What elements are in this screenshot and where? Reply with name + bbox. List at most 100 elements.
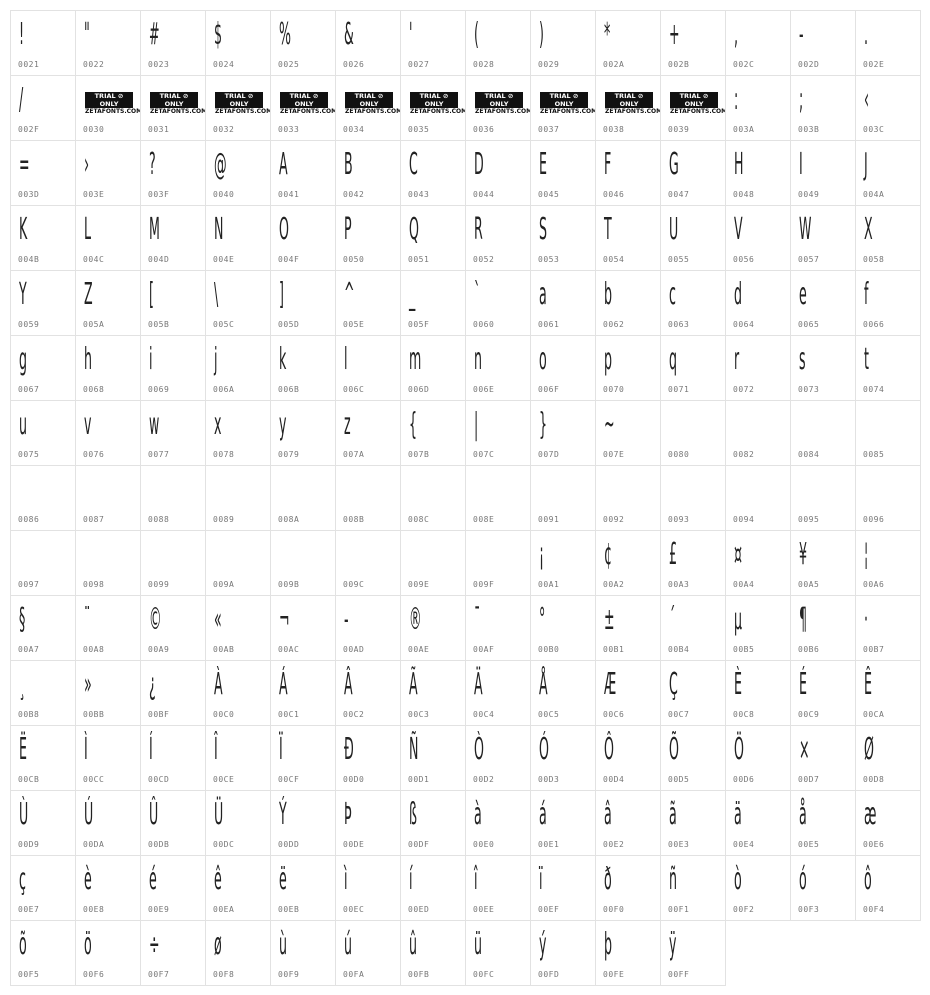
glyph-cell[interactable]: W 0057	[790, 205, 856, 271]
glyph-cell[interactable]: l 006C	[335, 335, 401, 401]
glyph-cell[interactable]: æ 00E6	[855, 790, 921, 856]
glyph-cell[interactable]: ÿ 00FF	[660, 920, 726, 986]
glyph-cell[interactable]: 0080	[660, 400, 726, 466]
glyph-cell[interactable]: Ë 00CB	[10, 725, 76, 791]
glyph-cell[interactable]: G 0047	[660, 140, 726, 206]
glyph-cell[interactable]: o 006F	[530, 335, 596, 401]
glyph-cell[interactable]: TRIAL ⊘ ONLY ZETAFONTS.COM 0039	[660, 75, 727, 141]
glyph-cell[interactable]: 0097	[10, 530, 76, 596]
glyph-cell[interactable]: TRIAL ⊘ ONLY ZETAFONTS.COM 0038	[595, 75, 662, 141]
glyph-cell[interactable]: 009B	[270, 530, 336, 596]
glyph-cell[interactable]: î 00EE	[465, 855, 531, 921]
glyph-cell[interactable]: n 006E	[465, 335, 531, 401]
glyph-cell[interactable]: × 00D7	[790, 725, 856, 791]
glyph-cell[interactable]: ¡ 00A1	[530, 530, 596, 596]
glyph-cell[interactable]: Î 00CE	[205, 725, 271, 791]
glyph-cell[interactable]: Ý 00DD	[270, 790, 336, 856]
glyph-cell[interactable]: 009F	[465, 530, 531, 596]
glyph-cell[interactable]: 0084	[790, 400, 856, 466]
glyph-cell[interactable]: í 00ED	[400, 855, 466, 921]
glyph-cell[interactable]: ö 00F6	[75, 920, 141, 986]
glyph-cell[interactable]: ±00B1	[595, 595, 661, 661]
glyph-cell[interactable]: á 00E1	[530, 790, 596, 856]
glyph-cell[interactable]: À 00C0	[205, 660, 271, 726]
glyph-cell[interactable]: TRIAL ⊘ ONLY ZETAFONTS.COM 0035	[400, 75, 467, 141]
glyph-cell[interactable]: z 007A	[335, 400, 401, 466]
glyph-cell[interactable]: * 002A	[595, 10, 661, 76]
glyph-cell[interactable]: â 00E2	[595, 790, 661, 856]
glyph-cell[interactable]: TRIAL ⊘ ONLY ZETAFONTS.COM 0033	[270, 75, 337, 141]
glyph-cell[interactable]: Ì 00CC	[75, 725, 141, 791]
glyph-cell[interactable]: Ã 00C3	[400, 660, 466, 726]
glyph-cell[interactable]: ß 00DF	[400, 790, 466, 856]
glyph-cell[interactable]: 008E	[465, 465, 531, 531]
glyph-cell[interactable]: g 0067	[10, 335, 76, 401]
glyph-cell[interactable]: ú 00FA	[335, 920, 401, 986]
glyph-cell[interactable]: Õ 00D5	[660, 725, 726, 791]
glyph-cell[interactable]: ¨ 00A8	[75, 595, 141, 661]
glyph-cell[interactable]: J 004A	[855, 140, 921, 206]
glyph-cell[interactable]: 0089	[205, 465, 271, 531]
glyph-cell[interactable]: TRIAL ⊘ ONLY ZETAFONTS.COM 0032	[205, 75, 272, 141]
glyph-cell[interactable]: ¦ 00A6	[855, 530, 921, 596]
glyph-cell[interactable]: A 0041	[270, 140, 336, 206]
glyph-cell[interactable]: Ù 00D9	[10, 790, 76, 856]
glyph-cell[interactable]: t 0074	[855, 335, 921, 401]
glyph-cell[interactable]: Z 005A	[75, 270, 141, 336]
glyph-cell[interactable]: 0086	[10, 465, 76, 531]
glyph-cell[interactable]: · 00B7	[855, 595, 921, 661]
glyph-cell[interactable]: ï 00EF	[530, 855, 596, 921]
glyph-cell[interactable]: . 002E	[855, 10, 921, 76]
glyph-cell[interactable]: m 006D	[400, 335, 466, 401]
glyph-cell[interactable]: TRIAL ⊘ ONLY ZETAFONTS.COM 0030	[75, 75, 142, 141]
glyph-cell[interactable]: Y 0059	[10, 270, 76, 336]
glyph-cell[interactable]: ' 0027	[400, 10, 466, 76]
glyph-cell[interactable]: TRIAL ⊘ ONLY ZETAFONTS.COM 0036	[465, 75, 532, 141]
glyph-cell[interactable]: « 00AB	[205, 595, 271, 661]
glyph-cell[interactable]: O 004F	[270, 205, 336, 271]
glyph-cell[interactable]: H 0048	[725, 140, 791, 206]
glyph-cell[interactable]: ¤ 00A4	[725, 530, 791, 596]
glyph-cell[interactable]: 0091	[530, 465, 596, 531]
glyph-cell[interactable]: Ð 00D0	[335, 725, 401, 791]
glyph-cell[interactable]: D 0044	[465, 140, 531, 206]
glyph-cell[interactable]: Ê 00CA	[855, 660, 921, 726]
glyph-cell[interactable]: " 0022	[75, 10, 141, 76]
glyph-cell[interactable]: µ 00B5	[725, 595, 791, 661]
glyph-cell[interactable]: V 0056	[725, 205, 791, 271]
glyph-cell[interactable]: ® 00AE	[400, 595, 466, 661]
glyph-cell[interactable]: b 0062	[595, 270, 661, 336]
glyph-cell[interactable]: i 0069	[140, 335, 206, 401]
glyph-cell[interactable]: ´ 00B4	[660, 595, 726, 661]
glyph-cell[interactable]: 008C	[400, 465, 466, 531]
glyph-cell[interactable]: › 003E	[75, 140, 141, 206]
glyph-cell[interactable]: ù 00F9	[270, 920, 336, 986]
glyph-cell[interactable]: {007B	[400, 400, 466, 466]
glyph-cell[interactable]: & 0026	[335, 10, 401, 76]
glyph-cell[interactable]: c 0063	[660, 270, 726, 336]
glyph-cell[interactable]: Ñ 00D1	[400, 725, 466, 791]
glyph-cell[interactable]: K 004B	[10, 205, 76, 271]
glyph-cell[interactable]: v 0076	[75, 400, 141, 466]
glyph-cell[interactable]: © 00A9	[140, 595, 206, 661]
glyph-cell[interactable]: ‹ 003C	[855, 75, 921, 141]
glyph-cell[interactable]: : 003A	[725, 75, 791, 141]
glyph-cell[interactable]: ã 00E3	[660, 790, 726, 856]
glyph-cell[interactable]: 0093	[660, 465, 726, 531]
glyph-cell[interactable]: 0087	[75, 465, 141, 531]
glyph-cell[interactable]: Ï 00CF	[270, 725, 336, 791]
glyph-cell[interactable]: ¬ 00AC	[270, 595, 336, 661]
glyph-cell[interactable]: ý 00FD	[530, 920, 596, 986]
glyph-cell[interactable]: 0085	[855, 400, 921, 466]
glyph-cell[interactable]: N 004E	[205, 205, 271, 271]
glyph-cell[interactable]: ^ 005E	[335, 270, 401, 336]
glyph-cell[interactable]: I 0049	[790, 140, 856, 206]
glyph-cell[interactable]: ò 00F2	[725, 855, 791, 921]
glyph-cell[interactable]: k 006B	[270, 335, 336, 401]
glyph-cell[interactable]: ! 0021	[10, 10, 76, 76]
glyph-cell[interactable]: ¸ 00B8	[10, 660, 76, 726]
glyph-cell[interactable]: } 007D	[530, 400, 596, 466]
glyph-cell[interactable]: 0082	[725, 400, 791, 466]
glyph-cell[interactable]: 008B	[335, 465, 401, 531]
glyph-cell[interactable]: S 0053	[530, 205, 596, 271]
